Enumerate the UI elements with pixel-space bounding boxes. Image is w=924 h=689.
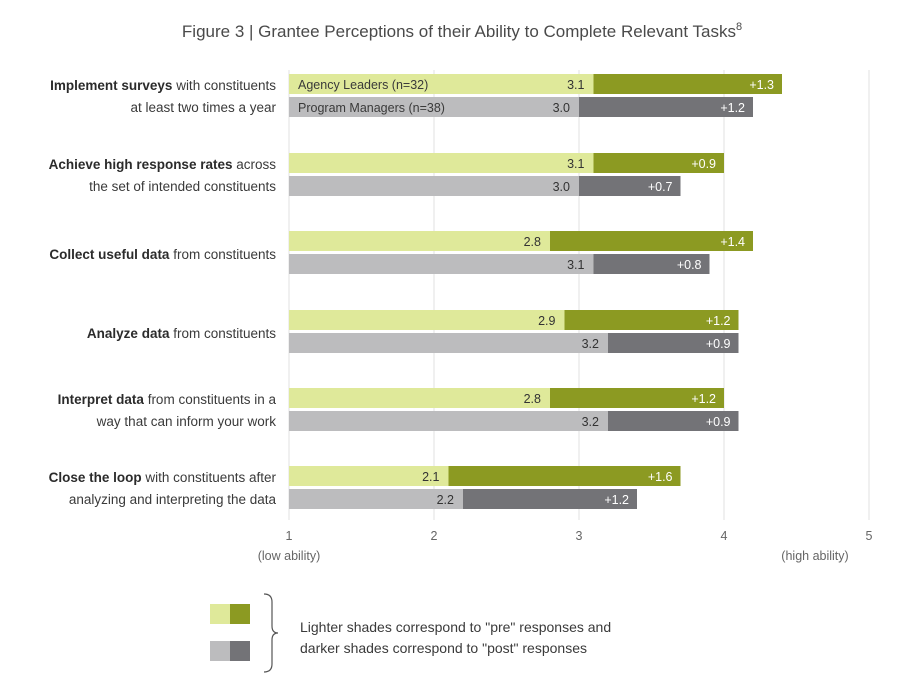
category-label: Interpret data from constituents in a [58, 392, 277, 407]
chart-title: Figure 3 | Grantee Perceptions of their … [182, 21, 742, 41]
bar-pre [289, 466, 449, 486]
legend-bracket [263, 593, 279, 673]
bar-change-label: +0.9 [706, 415, 731, 429]
bar-post [463, 489, 637, 509]
bar-pre-label: 3.0 [553, 101, 570, 115]
category-label-bold: Analyze data [87, 326, 170, 341]
category-label: Implement surveys with constituents [50, 78, 276, 93]
bar-pre [289, 310, 565, 330]
category-label: Close the loop with constituents after [49, 470, 277, 485]
bar-pre [289, 97, 579, 117]
bar-pre-label: 3.1 [567, 157, 584, 171]
bar-change-label: +1.2 [691, 392, 716, 406]
bar-change-label: +0.9 [706, 337, 731, 351]
category-label-bold: Interpret data [58, 392, 145, 407]
x-tick-label: 1 [286, 529, 293, 543]
bar-change-label: +1.4 [720, 235, 745, 249]
bar-pre [289, 176, 579, 196]
legend: Lighter shades correspond to "pre" respo… [210, 593, 611, 673]
bar-change-label: +1.2 [706, 314, 731, 328]
category-label: Analyze data from constituents [87, 326, 276, 341]
bar-pre-label: 2.8 [524, 392, 541, 406]
bar-pre [289, 254, 594, 274]
x-tick-label: 3 [576, 529, 583, 543]
legend-text-line-2: darker shades correspond to "post" respo… [300, 640, 587, 656]
x-tick-label: 2 [431, 529, 438, 543]
category-label-rest: from constituents in a [144, 392, 277, 407]
category-label-line2: analyzing and interpreting the data [69, 492, 277, 507]
bar-post [550, 388, 724, 408]
category-label-rest: across [232, 157, 276, 172]
bar-pre-label: 3.1 [567, 258, 584, 272]
series-label: Agency Leaders (n=32) [298, 78, 428, 92]
bar-post [550, 231, 753, 251]
x-max-caption: (high ability) [781, 549, 848, 563]
legend-swatch-leaders-post [230, 604, 250, 624]
bar-change-label: +1.6 [648, 470, 673, 484]
chart-title-main: Figure 3 | Grantee Perceptions of their … [182, 22, 736, 41]
bar-pre [289, 231, 550, 251]
category-label-bold: Achieve high response rates [49, 157, 233, 172]
bar-change-label: +0.7 [648, 180, 673, 194]
category-label-line2: way that can inform your work [96, 414, 277, 429]
category-label-line2: at least two times a year [130, 100, 276, 115]
bar-pre-label: 2.8 [524, 235, 541, 249]
legend-swatch-managers-pre [210, 641, 230, 661]
bar-pre [289, 153, 594, 173]
x-min-caption: (low ability) [258, 549, 321, 563]
bar-change-label: +1.3 [749, 78, 774, 92]
bar-pre-label: 3.0 [553, 180, 570, 194]
category-label: Achieve high response rates across [49, 157, 277, 172]
bar-post [593, 153, 724, 173]
category-label-rest: from constituents [169, 326, 276, 341]
bar-pre-label: 2.9 [538, 314, 555, 328]
x-axis: (low ability) (high ability) 1 2 3 4 5 [258, 529, 873, 563]
category-label: Collect useful data from constituents [49, 247, 276, 262]
bar-pre [289, 388, 550, 408]
series-label: Program Managers (n=38) [298, 101, 445, 115]
bar-post [579, 97, 753, 117]
x-tick-label: 4 [721, 529, 728, 543]
category-label-rest: with constituents [172, 78, 276, 93]
bar-post [593, 74, 782, 94]
category-label-bold: Implement surveys [50, 78, 172, 93]
chart-title-superscript: 8 [736, 21, 742, 33]
bar-post [564, 310, 739, 330]
bar-pre-label: 3.2 [582, 415, 599, 429]
bar-pre-label: 2.2 [437, 493, 454, 507]
bar-post [579, 176, 681, 196]
bar-pre-label: 3.2 [582, 337, 599, 351]
bar-post [448, 466, 681, 486]
bar-pre-label: 3.1 [567, 78, 584, 92]
bar-post [593, 254, 710, 274]
bar-change-label: +1.2 [720, 101, 745, 115]
legend-swatch-leaders-pre [210, 604, 230, 624]
bar-change-label: +1.2 [604, 493, 629, 507]
bar-change-label: +0.8 [677, 258, 702, 272]
x-tick-label: 5 [866, 529, 873, 543]
bar-pre [289, 411, 608, 431]
category-label-rest: with constituents after [142, 470, 277, 485]
bar-pre-label: 2.1 [422, 470, 439, 484]
category-label-line2: the set of intended constituents [89, 179, 276, 194]
bars: 3.1 +1.3 Agency Leaders (n=32) 3.1 +0.9 2.8 +1… [289, 74, 782, 509]
category-label-rest: from constituents [169, 247, 276, 262]
bar-pre [289, 489, 463, 509]
bar-post [608, 333, 739, 353]
bar-post [608, 411, 739, 431]
category-label-bold: Close the loop [49, 470, 142, 485]
category-labels: Implement surveys with constituents at le… [49, 78, 277, 507]
legend-text-line-1: Lighter shades correspond to "pre" respo… [300, 619, 611, 635]
bar-pre [289, 74, 594, 94]
category-label-bold: Collect useful data [49, 247, 170, 262]
bar-change-label: +0.9 [691, 157, 716, 171]
grid [288, 70, 870, 520]
legend-swatch-managers-post [230, 641, 250, 661]
bar-pre [289, 333, 608, 353]
